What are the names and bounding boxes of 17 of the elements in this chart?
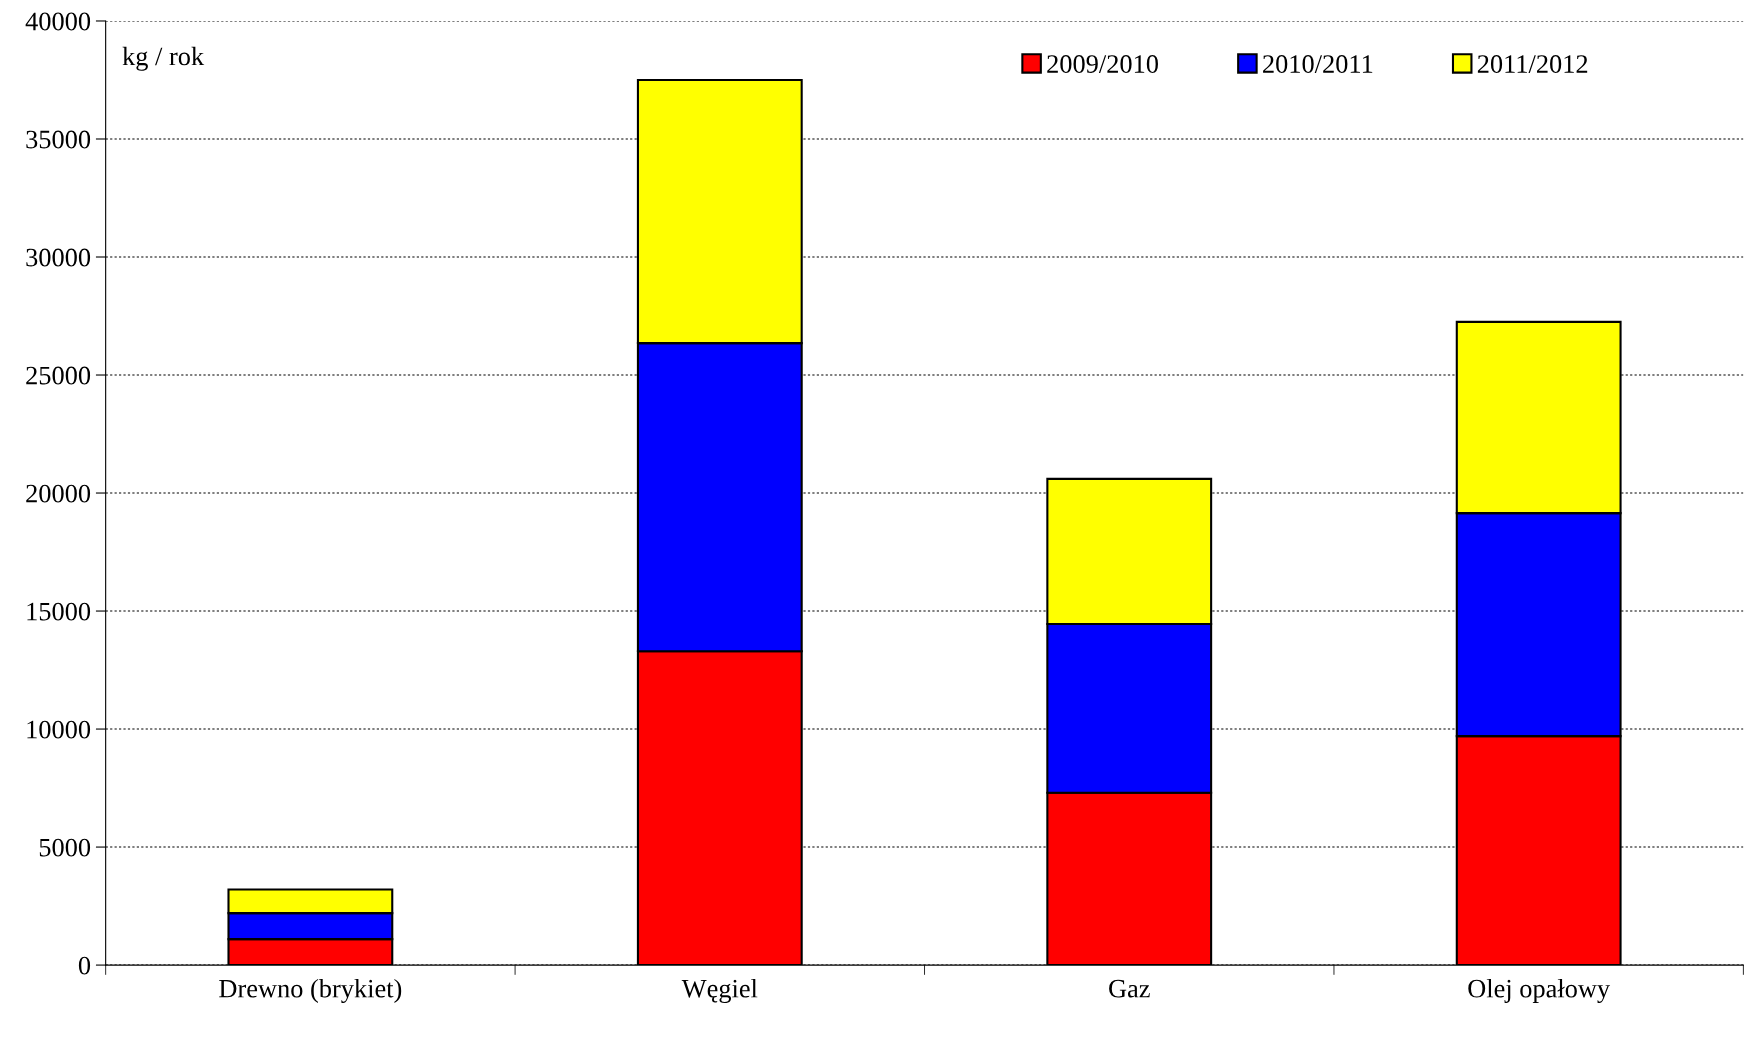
y-tick-label: 30000 — [26, 248, 91, 267]
y-tick-label: 10000 — [27, 720, 91, 739]
x-tick-label: Olej opałowy — [1468, 978, 1611, 1003]
y-tick-label: 15000 — [27, 602, 91, 621]
legend-label: 2011/2012 — [1477, 55, 1588, 73]
x-tick-label: Gaz — [1109, 979, 1150, 998]
y-tick-label: 25000 — [26, 366, 91, 385]
y-tick-label: 40000 — [25, 12, 91, 31]
y-tick-label: 35000 — [26, 130, 91, 149]
y-tick-label: 5000 — [39, 838, 91, 857]
legend-label: 2009/2010 — [1047, 55, 1158, 73]
legend-label: 2010/2011 — [1263, 55, 1373, 73]
y-axis-title: kg / rok — [122, 46, 205, 71]
y-tick-label: 0 — [78, 956, 91, 975]
x-tick-label: Drewno (brykiet) — [219, 978, 402, 1003]
x-tick-label: Węgiel — [681, 978, 758, 1003]
y-tick-label: 20000 — [26, 484, 91, 503]
